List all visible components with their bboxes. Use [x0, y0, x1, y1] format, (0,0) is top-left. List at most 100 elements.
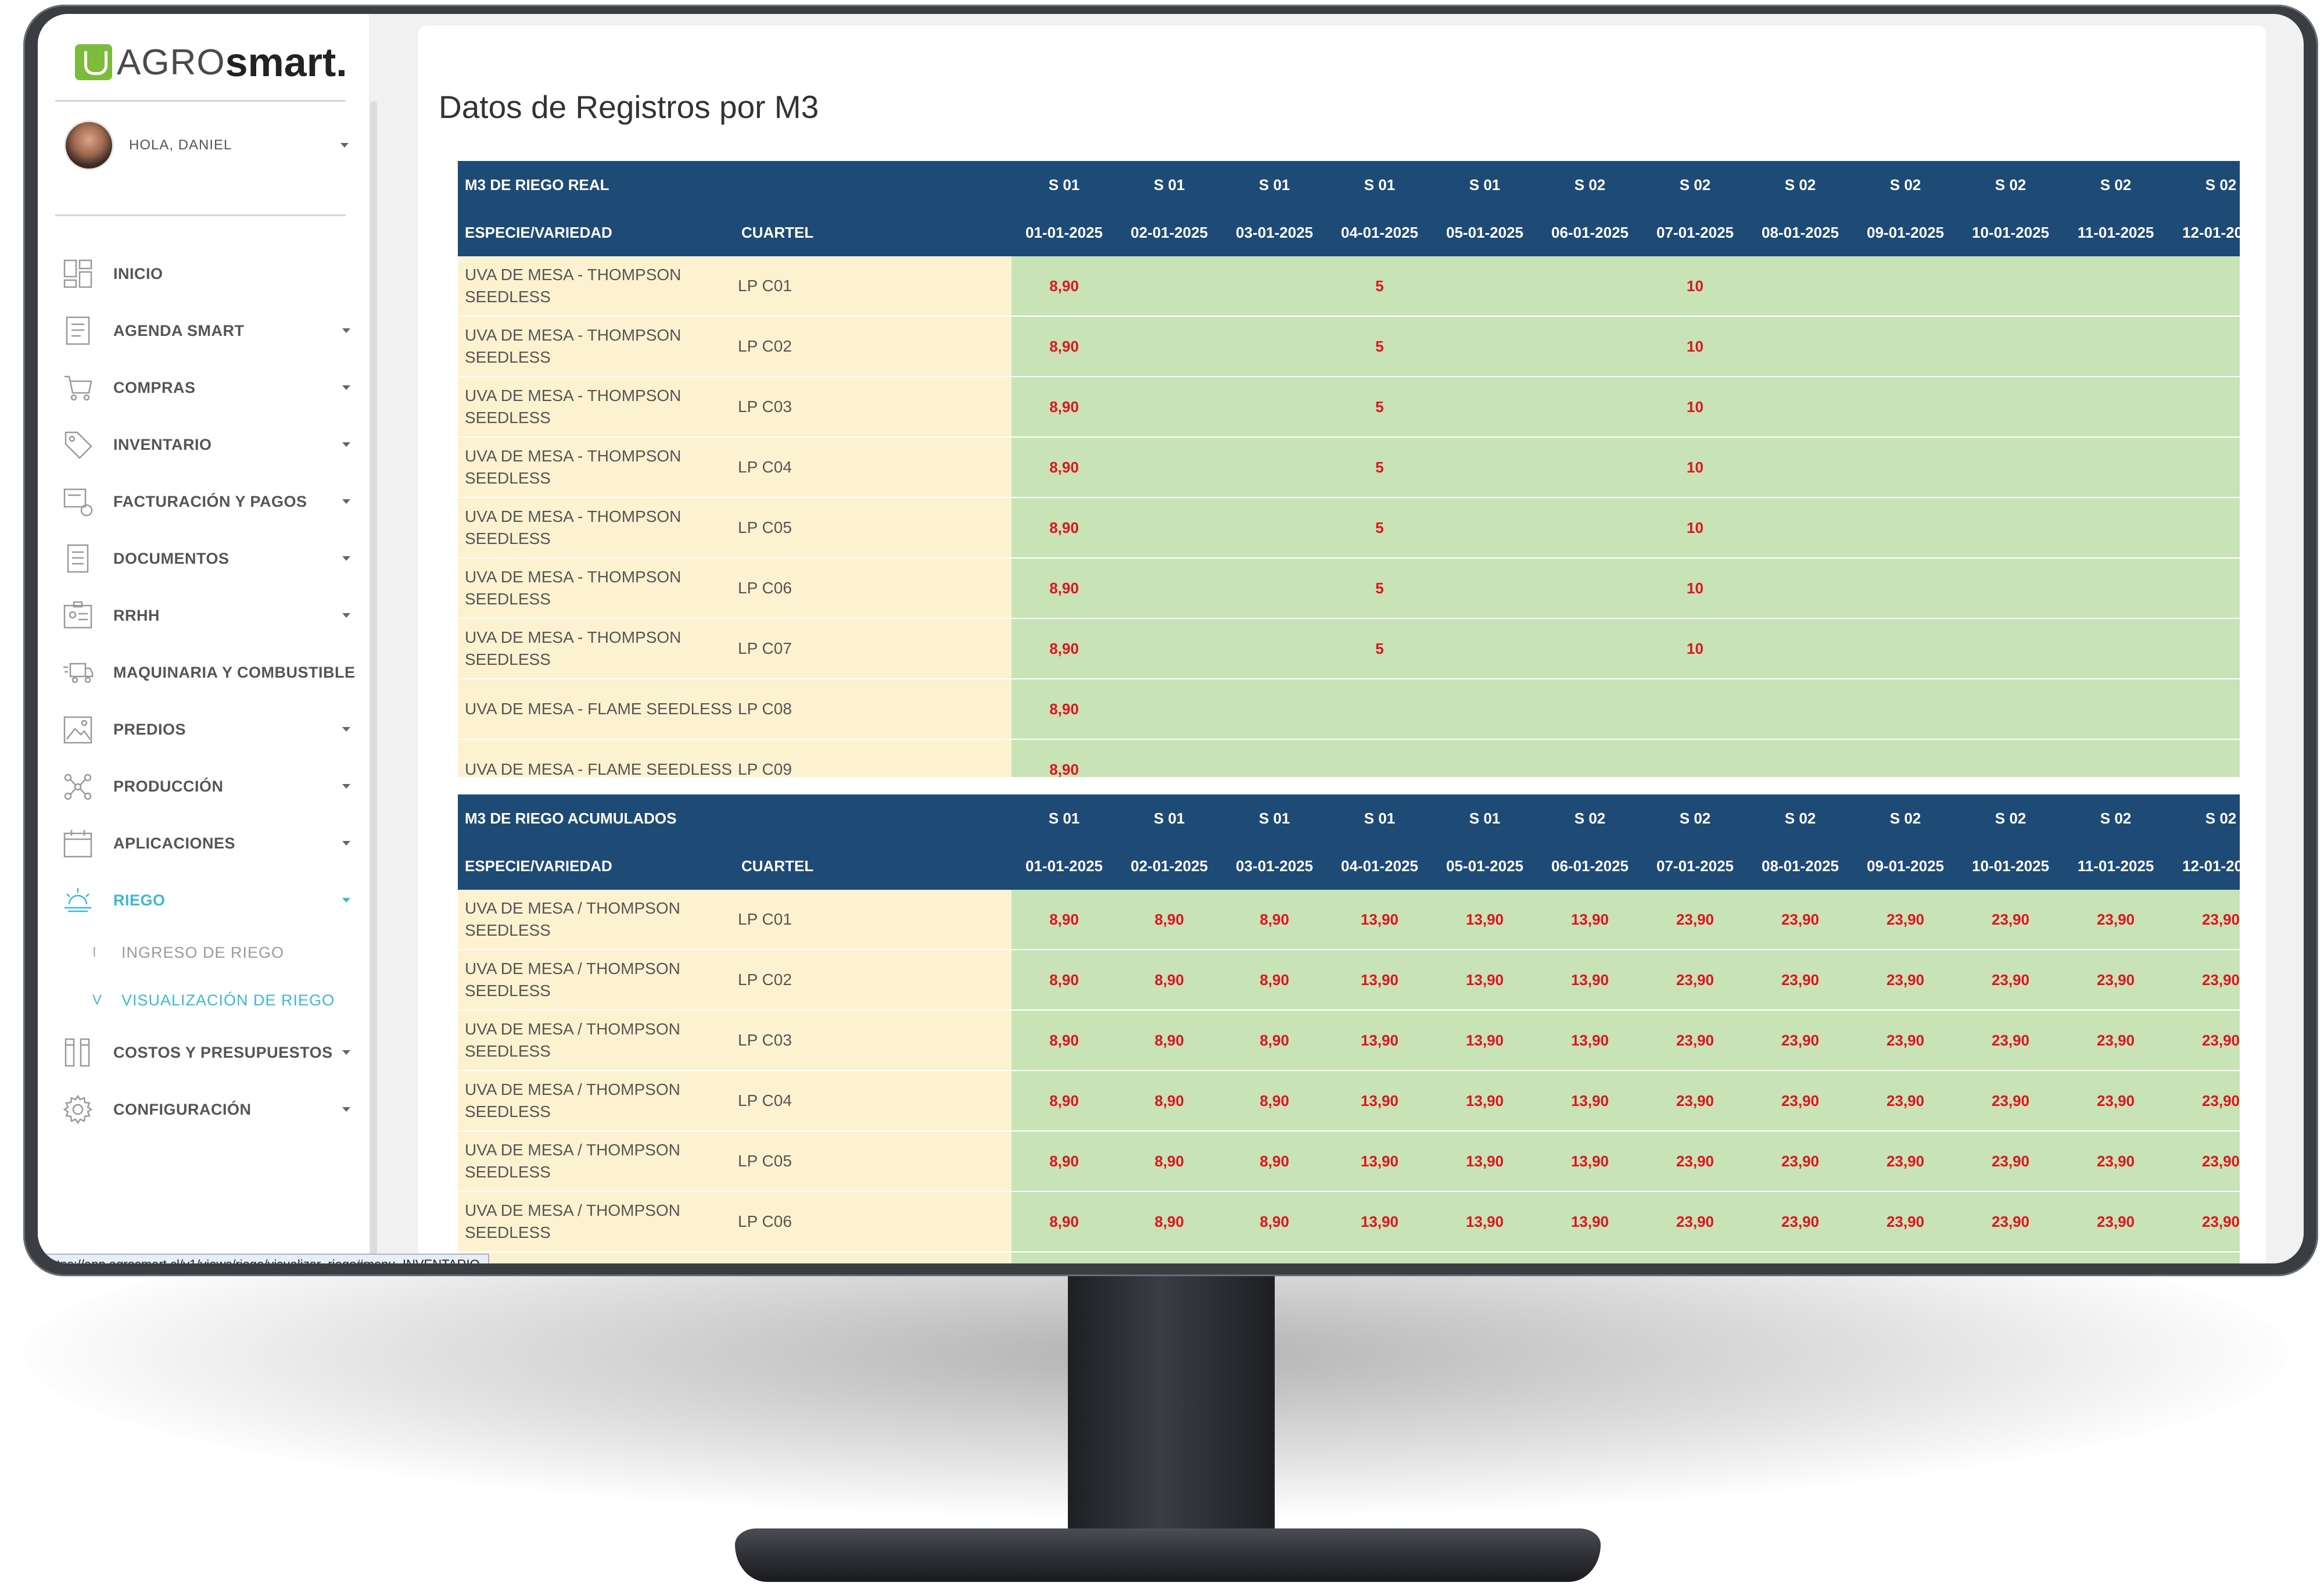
value-cell — [2063, 739, 2169, 777]
week-header: S 02 — [1537, 794, 1642, 842]
value-cell — [1537, 437, 1643, 498]
sidebar-item-riego[interactable]: RIEGO — [61, 872, 357, 929]
value-cell: 13,90 — [1327, 1191, 1432, 1252]
value-cell: 5 — [1327, 377, 1433, 438]
chevron-down-icon — [342, 784, 350, 789]
date-header: 04-01-2025 — [1327, 842, 1432, 890]
value-cell — [2168, 497, 2240, 558]
value-cell — [1222, 437, 1328, 498]
value-cell: 8,90 — [1012, 1010, 1117, 1071]
chevron-down-icon — [342, 556, 350, 561]
sidebar-item-aplicaciones[interactable]: APLICACIONES — [61, 815, 357, 872]
value-cell: 8,90 — [1117, 1131, 1222, 1192]
sidebar-item-rrhh[interactable]: RRHH — [61, 587, 357, 644]
value-cell — [1642, 679, 1748, 740]
table-row: UVA DE MESA / THOMPSON SEEDLESS LP C06 8,9… — [458, 1191, 2240, 1252]
value-cell: 8,90 — [1222, 1191, 1327, 1252]
submenu-item-ingreso-de-riego[interactable]: I INGRESO DE RIEGO — [61, 929, 357, 976]
sidebar-item-produccion[interactable]: PRODUCCIÓN — [61, 758, 357, 815]
sidebar-item-costos-y-presupuestos[interactable]: COSTOS Y PRESUPUESTOS — [61, 1024, 357, 1081]
table-m3-real-container[interactable]: M3 DE RIEGO REAL S 01 S 01 S 01 S 01 S 01 S 02… — [458, 161, 2240, 777]
value-cell — [1432, 256, 1538, 317]
value-cell: 23,90 — [1853, 1071, 1958, 1132]
value-cell — [1432, 497, 1538, 558]
value-cell: 13,90 — [1432, 1131, 1537, 1192]
sidebar-item-label: DOCUMENTOS — [113, 549, 229, 567]
sunrise-icon — [61, 883, 95, 917]
sidebar-item-compras[interactable]: COMPRAS — [61, 359, 357, 416]
value-cell — [1853, 256, 1959, 317]
date-header: 12-01-2025 — [2168, 209, 2240, 256]
logo-text-bold: smart — [225, 40, 336, 85]
value-cell — [1748, 679, 1853, 740]
chevron-down-icon — [342, 727, 350, 732]
table-row: UVA DE MESA / THOMPSON SEEDLESS LP C01 8,9… — [458, 890, 2240, 950]
value-cell: 8,90 — [1117, 1252, 1222, 1263]
sidebar-item-facturacion-y-pagos[interactable]: FACTURACIÓN Y PAGOS — [61, 473, 357, 530]
chevron-down-icon — [342, 499, 350, 504]
chevron-down-icon — [342, 1050, 350, 1055]
value-cell: 13,90 — [1432, 950, 1537, 1011]
sidebar-item-inicio[interactable]: INICIO — [61, 245, 357, 302]
date-header: 11-01-2025 — [2063, 842, 2168, 890]
value-cell — [2168, 618, 2240, 679]
sidebar-item-agenda-smart[interactable]: AGENDA SMART — [61, 302, 357, 359]
table-m3-acum-container[interactable]: M3 DE RIEGO ACUMULADOS S 01 S 01 S 01 S 01 S … — [458, 794, 2240, 1263]
columns-icon — [61, 1036, 95, 1069]
value-cell — [2063, 316, 2169, 377]
table-row: UVA DE MESA - THOMPSON SEEDLESS LP C06 8,9… — [458, 558, 2240, 619]
landscape-icon — [61, 713, 95, 746]
week-header: S 02 — [1537, 161, 1643, 209]
value-cell: 23,90 — [1748, 890, 1853, 950]
status-bar-url: https://app.agrosmart.cl/v1/views/riego/… — [38, 1254, 489, 1263]
sidebar-item-documentos[interactable]: DOCUMENTOS — [61, 530, 357, 587]
date-header: 10-01-2025 — [1958, 209, 2064, 256]
value-cell — [1537, 497, 1643, 558]
sidebar-item-label: CONFIGURACIÓN — [113, 1100, 252, 1118]
date-header: 08-01-2025 — [1748, 209, 1853, 256]
date-header: 09-01-2025 — [1853, 209, 1959, 256]
value-cell — [1537, 739, 1643, 777]
value-cell: 8,90 — [1222, 1010, 1327, 1071]
week-header: S 02 — [1642, 161, 1748, 209]
especie-cell: UVA DE MESA - THOMPSON SEEDLESS — [458, 497, 734, 558]
value-cell: 23,90 — [1853, 1191, 1958, 1252]
value-cell — [1327, 679, 1433, 740]
table-row: UVA DE MESA / THOMPSON SEEDLESS LP C05 8,9… — [458, 1131, 2240, 1192]
sidebar-item-configuracion[interactable]: CONFIGURACIÓN — [61, 1081, 357, 1138]
especie-cell: UVA DE MESA / THOMPSON SEEDLESS — [458, 1071, 734, 1132]
sidebar-scrollbar[interactable] — [370, 101, 377, 1263]
submenu-item-visualizacion-de-riego[interactable]: V VISUALIZACIÓN DE RIEGO — [61, 976, 357, 1024]
value-cell: 23,90 — [1642, 1131, 1748, 1192]
sidebar-item-maquinaria-y-combustible[interactable]: MAQUINARIA Y COMBUSTIBLE — [61, 644, 357, 701]
value-cell: 5 — [1327, 256, 1433, 317]
value-cell: 10 — [1642, 437, 1748, 498]
value-cell: 13,90 — [1327, 1252, 1432, 1263]
value-cell — [1642, 739, 1748, 777]
table-row: UVA DE MESA - FLAME SEEDLESS LP C09 8,90 — [458, 739, 2240, 777]
value-cell: 23,90 — [1958, 1071, 2063, 1132]
value-cell — [2168, 377, 2240, 438]
value-cell: 5 — [1327, 437, 1433, 498]
value-cell: 23,90 — [1853, 950, 1958, 1011]
brand-logo[interactable]: AGRO smart. — [75, 36, 347, 88]
date-header: 12-01-2025 — [2168, 842, 2240, 890]
chevron-down-icon — [342, 385, 350, 390]
date-header: 02-01-2025 — [1117, 842, 1222, 890]
value-cell: 10 — [1642, 316, 1748, 377]
notebook-icon — [61, 314, 95, 348]
value-cell: 13,90 — [1537, 1131, 1642, 1192]
value-cell: 23,90 — [1853, 890, 1958, 950]
user-menu[interactable]: HOLA, DANIEL — [64, 120, 349, 170]
value-cell: 13,90 — [1432, 1071, 1537, 1132]
value-cell — [1432, 739, 1538, 777]
week-header: S 02 — [1853, 794, 1958, 842]
sidebar-item-label: PREDIOS — [113, 720, 187, 738]
sidebar-item-predios[interactable]: PREDIOS — [61, 701, 357, 758]
sidebar-item-inventario[interactable]: INVENTARIO — [61, 416, 357, 473]
main-panel: Datos de Registros por M3 M3 DE RIEGO RE… — [418, 26, 2266, 1263]
week-header: S 01 — [1432, 794, 1537, 842]
especie-cell: UVA DE MESA / THOMPSON SEEDLESS — [458, 1191, 734, 1252]
truck-icon — [61, 656, 95, 689]
sidebar: AGRO smart. HOLA, DANIEL INICIO AGENDA SMA… — [38, 14, 369, 1263]
